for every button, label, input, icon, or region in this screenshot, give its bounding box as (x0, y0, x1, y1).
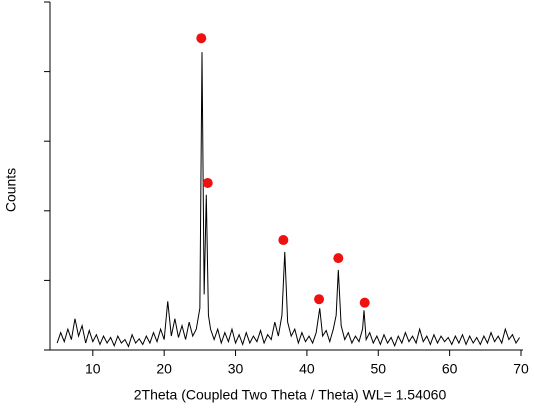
x-tick-label: 60 (442, 361, 458, 377)
peak-marker (278, 235, 289, 246)
peak-marker (202, 177, 213, 188)
y-axis-label: Counts (3, 168, 19, 212)
peak-marker (196, 33, 207, 44)
x-tick-label: 50 (370, 361, 386, 377)
x-tick-label: 20 (156, 361, 172, 377)
x-tick-label: 10 (85, 361, 101, 377)
x-tick-label: 40 (299, 361, 315, 377)
pattern-line (56, 52, 520, 348)
x-axis-label: 2Theta (Coupled Two Theta / Theta) WL= 1… (134, 387, 447, 403)
peak-marker (359, 297, 370, 308)
peak-marker (314, 294, 325, 305)
x-tick-label: 70 (513, 361, 529, 377)
peak-marker (333, 253, 344, 264)
x-tick-label: 30 (228, 361, 244, 377)
